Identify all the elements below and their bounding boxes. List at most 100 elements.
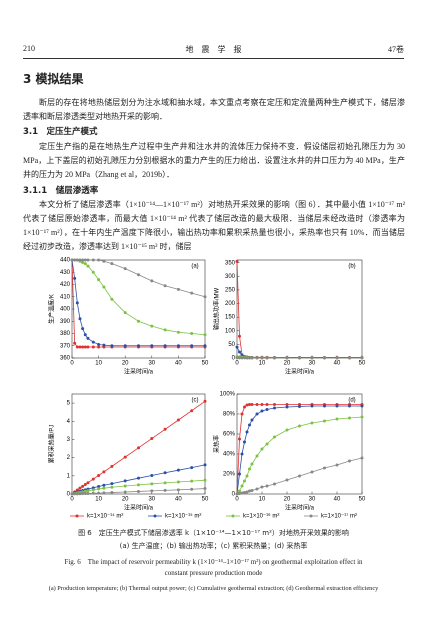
data-point bbox=[123, 344, 127, 348]
legend-label: k=1×10⁻¹⁴ m² bbox=[87, 513, 123, 520]
data-point bbox=[255, 403, 259, 406]
data-point bbox=[150, 489, 154, 493]
x-tick-label: 0 bbox=[235, 497, 239, 503]
panel-label: (a) bbox=[191, 264, 198, 270]
data-point bbox=[285, 356, 289, 360]
data-point bbox=[97, 345, 101, 349]
y-tick-label: 3 bbox=[67, 437, 71, 443]
data-point bbox=[298, 424, 301, 428]
data-point bbox=[97, 278, 101, 282]
x-tick-label: 10 bbox=[95, 497, 102, 503]
data-point bbox=[163, 284, 167, 288]
x-tick-label: 0 bbox=[70, 361, 74, 367]
journal-name: 地 震 学 报 bbox=[185, 45, 242, 54]
y-tick-label: 100% bbox=[220, 392, 236, 398]
data-point bbox=[102, 491, 106, 495]
legend-marker bbox=[153, 514, 157, 518]
data-point bbox=[190, 487, 194, 491]
legend-marker bbox=[231, 514, 235, 518]
data-point bbox=[83, 492, 87, 496]
x-tick-label: 50 bbox=[359, 361, 366, 367]
data-point bbox=[110, 482, 114, 486]
data-point bbox=[83, 345, 87, 349]
series-line bbox=[236, 404, 362, 495]
plot-frame bbox=[236, 393, 363, 495]
data-point bbox=[323, 419, 326, 423]
data-point bbox=[150, 482, 154, 486]
paragraph: 定压生产指的是在地热生产过程中生产井和注水井的流体压力保持不变．假设储层初始孔隙… bbox=[23, 142, 405, 179]
data-point bbox=[348, 416, 351, 420]
data-point bbox=[176, 488, 180, 492]
y-tick-label: 0 bbox=[232, 356, 236, 362]
data-point bbox=[240, 412, 244, 416]
data-point bbox=[265, 403, 269, 406]
x-tick-label: 40 bbox=[175, 361, 182, 367]
series-line bbox=[71, 259, 205, 348]
x-tick-label: 50 bbox=[202, 497, 209, 503]
y-tick-label: 40% bbox=[223, 452, 236, 458]
data-point bbox=[78, 317, 82, 321]
plot-frame bbox=[236, 259, 363, 359]
data-point bbox=[75, 258, 79, 262]
data-point bbox=[97, 487, 101, 491]
data-point bbox=[238, 356, 241, 360]
x-tick-label: 0 bbox=[235, 361, 239, 367]
data-point bbox=[81, 484, 85, 488]
data-point bbox=[123, 455, 127, 459]
panel-label: (d) bbox=[348, 398, 355, 404]
data-point bbox=[255, 356, 259, 360]
data-point bbox=[243, 405, 246, 409]
data-point bbox=[83, 258, 87, 262]
plot-frame bbox=[71, 393, 206, 495]
legend-marker bbox=[309, 514, 313, 518]
data-point bbox=[235, 492, 239, 496]
data-point bbox=[97, 258, 101, 262]
data-point bbox=[110, 464, 114, 468]
x-tick-label: 50 bbox=[359, 497, 366, 503]
y-tick-label: 360 bbox=[60, 356, 71, 362]
data-point bbox=[360, 356, 364, 360]
data-point bbox=[176, 287, 180, 291]
data-point bbox=[163, 427, 167, 431]
data-point bbox=[190, 479, 194, 483]
data-point bbox=[298, 356, 301, 360]
data-point bbox=[86, 258, 90, 262]
y-tick-label: 80% bbox=[223, 412, 236, 418]
subsection-title: 3.1 定压生产模式 bbox=[23, 127, 98, 137]
data-point bbox=[255, 454, 259, 458]
section-title: 3 模拟结果 bbox=[23, 72, 84, 86]
data-point bbox=[310, 356, 314, 360]
series-line bbox=[236, 405, 362, 495]
data-point bbox=[260, 485, 264, 489]
x-tick-label: 20 bbox=[122, 497, 129, 503]
y-tick-label: 390 bbox=[60, 319, 71, 325]
y-axis-label: 累积采热量/PJ bbox=[48, 425, 56, 464]
x-axis-label: 注采时间/a bbox=[124, 368, 154, 376]
y-tick-label: 2 bbox=[67, 455, 71, 461]
data-point bbox=[163, 328, 167, 332]
x-tick-label: 0 bbox=[70, 497, 74, 503]
data-point bbox=[97, 485, 101, 489]
data-point bbox=[102, 259, 106, 263]
data-point bbox=[323, 466, 326, 470]
series-line bbox=[72, 259, 206, 336]
data-point bbox=[248, 467, 251, 471]
data-point bbox=[150, 279, 154, 283]
data-point bbox=[176, 344, 180, 348]
data-point bbox=[110, 297, 114, 301]
data-point bbox=[260, 403, 264, 406]
data-point bbox=[123, 490, 127, 494]
data-point bbox=[110, 344, 114, 348]
x-tick-label: 30 bbox=[309, 361, 316, 367]
data-point bbox=[203, 344, 207, 348]
data-point bbox=[273, 435, 276, 439]
y-tick-label: 410 bbox=[60, 294, 71, 300]
x-tick-label: 20 bbox=[122, 361, 129, 367]
data-point bbox=[81, 260, 85, 264]
data-point bbox=[243, 479, 246, 483]
data-point bbox=[238, 350, 241, 354]
x-tick-label: 40 bbox=[334, 361, 341, 367]
y-tick-label: 250 bbox=[225, 288, 236, 294]
data-point bbox=[86, 489, 90, 493]
y-tick-label: 50 bbox=[228, 342, 235, 348]
